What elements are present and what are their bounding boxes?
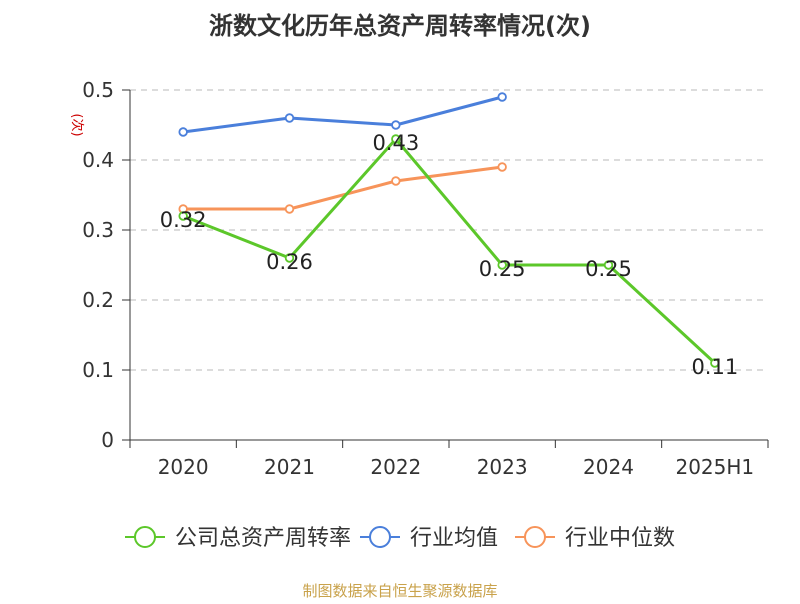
series-line bbox=[183, 165, 503, 211]
data-point bbox=[284, 204, 295, 214]
legend-label: 行业中位数 bbox=[565, 526, 675, 551]
data-point bbox=[391, 120, 401, 130]
x-tick-label: 2021 bbox=[264, 455, 315, 479]
data-label: 0.43 bbox=[372, 131, 419, 155]
data-point bbox=[497, 92, 507, 102]
data-point bbox=[178, 211, 188, 221]
data-point bbox=[497, 162, 507, 172]
y-tick-label: 0 bbox=[101, 428, 114, 452]
data-point bbox=[710, 358, 720, 368]
y-tick-label: 0.3 bbox=[82, 218, 114, 242]
data-point bbox=[603, 260, 614, 270]
y-tick-label: 0.5 bbox=[82, 78, 114, 102]
legend-marker bbox=[134, 526, 156, 548]
data-point bbox=[178, 127, 188, 137]
data-point bbox=[497, 260, 507, 270]
legend-marker bbox=[369, 526, 391, 548]
x-tick-label: 2020 bbox=[158, 455, 209, 479]
data-label: 0.32 bbox=[160, 208, 207, 232]
data-label: 0.25 bbox=[585, 257, 632, 281]
x-tick-label: 2023 bbox=[477, 455, 528, 479]
data-point bbox=[284, 113, 295, 123]
grid-layer bbox=[130, 89, 768, 371]
legend-label: 行业均值 bbox=[410, 526, 498, 551]
axis-layer: 0 0.1 0.2 0.3 0.4 0.5 2020 2021 2022 2023 2024 2025… bbox=[82, 78, 769, 479]
legend-marker bbox=[524, 526, 546, 548]
data-label: 0.11 bbox=[691, 355, 738, 379]
data-label: 0.26 bbox=[266, 250, 313, 274]
data-point bbox=[284, 253, 295, 263]
y-tick-label: 0.1 bbox=[82, 358, 114, 382]
chart-title: 浙数文化历年总资产周转率情况(次) bbox=[209, 12, 591, 40]
data-point bbox=[391, 134, 401, 144]
x-tick-label: 2025H1 bbox=[675, 455, 754, 479]
y-axis-label: (次) bbox=[69, 113, 85, 136]
y-tick-label: 0.4 bbox=[82, 148, 114, 172]
y-tick-label: 0.2 bbox=[82, 288, 114, 312]
x-tick-label: 2022 bbox=[370, 455, 421, 479]
data-label: 0.25 bbox=[479, 257, 526, 281]
series-line bbox=[182, 137, 716, 365]
series-line bbox=[182, 95, 503, 134]
data-label-layer: 0.32 0.26 0.43 0.25 0.25 0.11 bbox=[160, 131, 738, 379]
data-point bbox=[391, 176, 401, 186]
x-tick-label: 2024 bbox=[583, 455, 634, 479]
legend: 公司总资产周转率 行业均值 行业中位数 bbox=[125, 526, 675, 551]
series-layer bbox=[178, 92, 720, 368]
legend-label: 公司总资产周转率 bbox=[175, 526, 351, 551]
source-note: 制图数据来自恒生聚源数据库 bbox=[302, 582, 497, 600]
